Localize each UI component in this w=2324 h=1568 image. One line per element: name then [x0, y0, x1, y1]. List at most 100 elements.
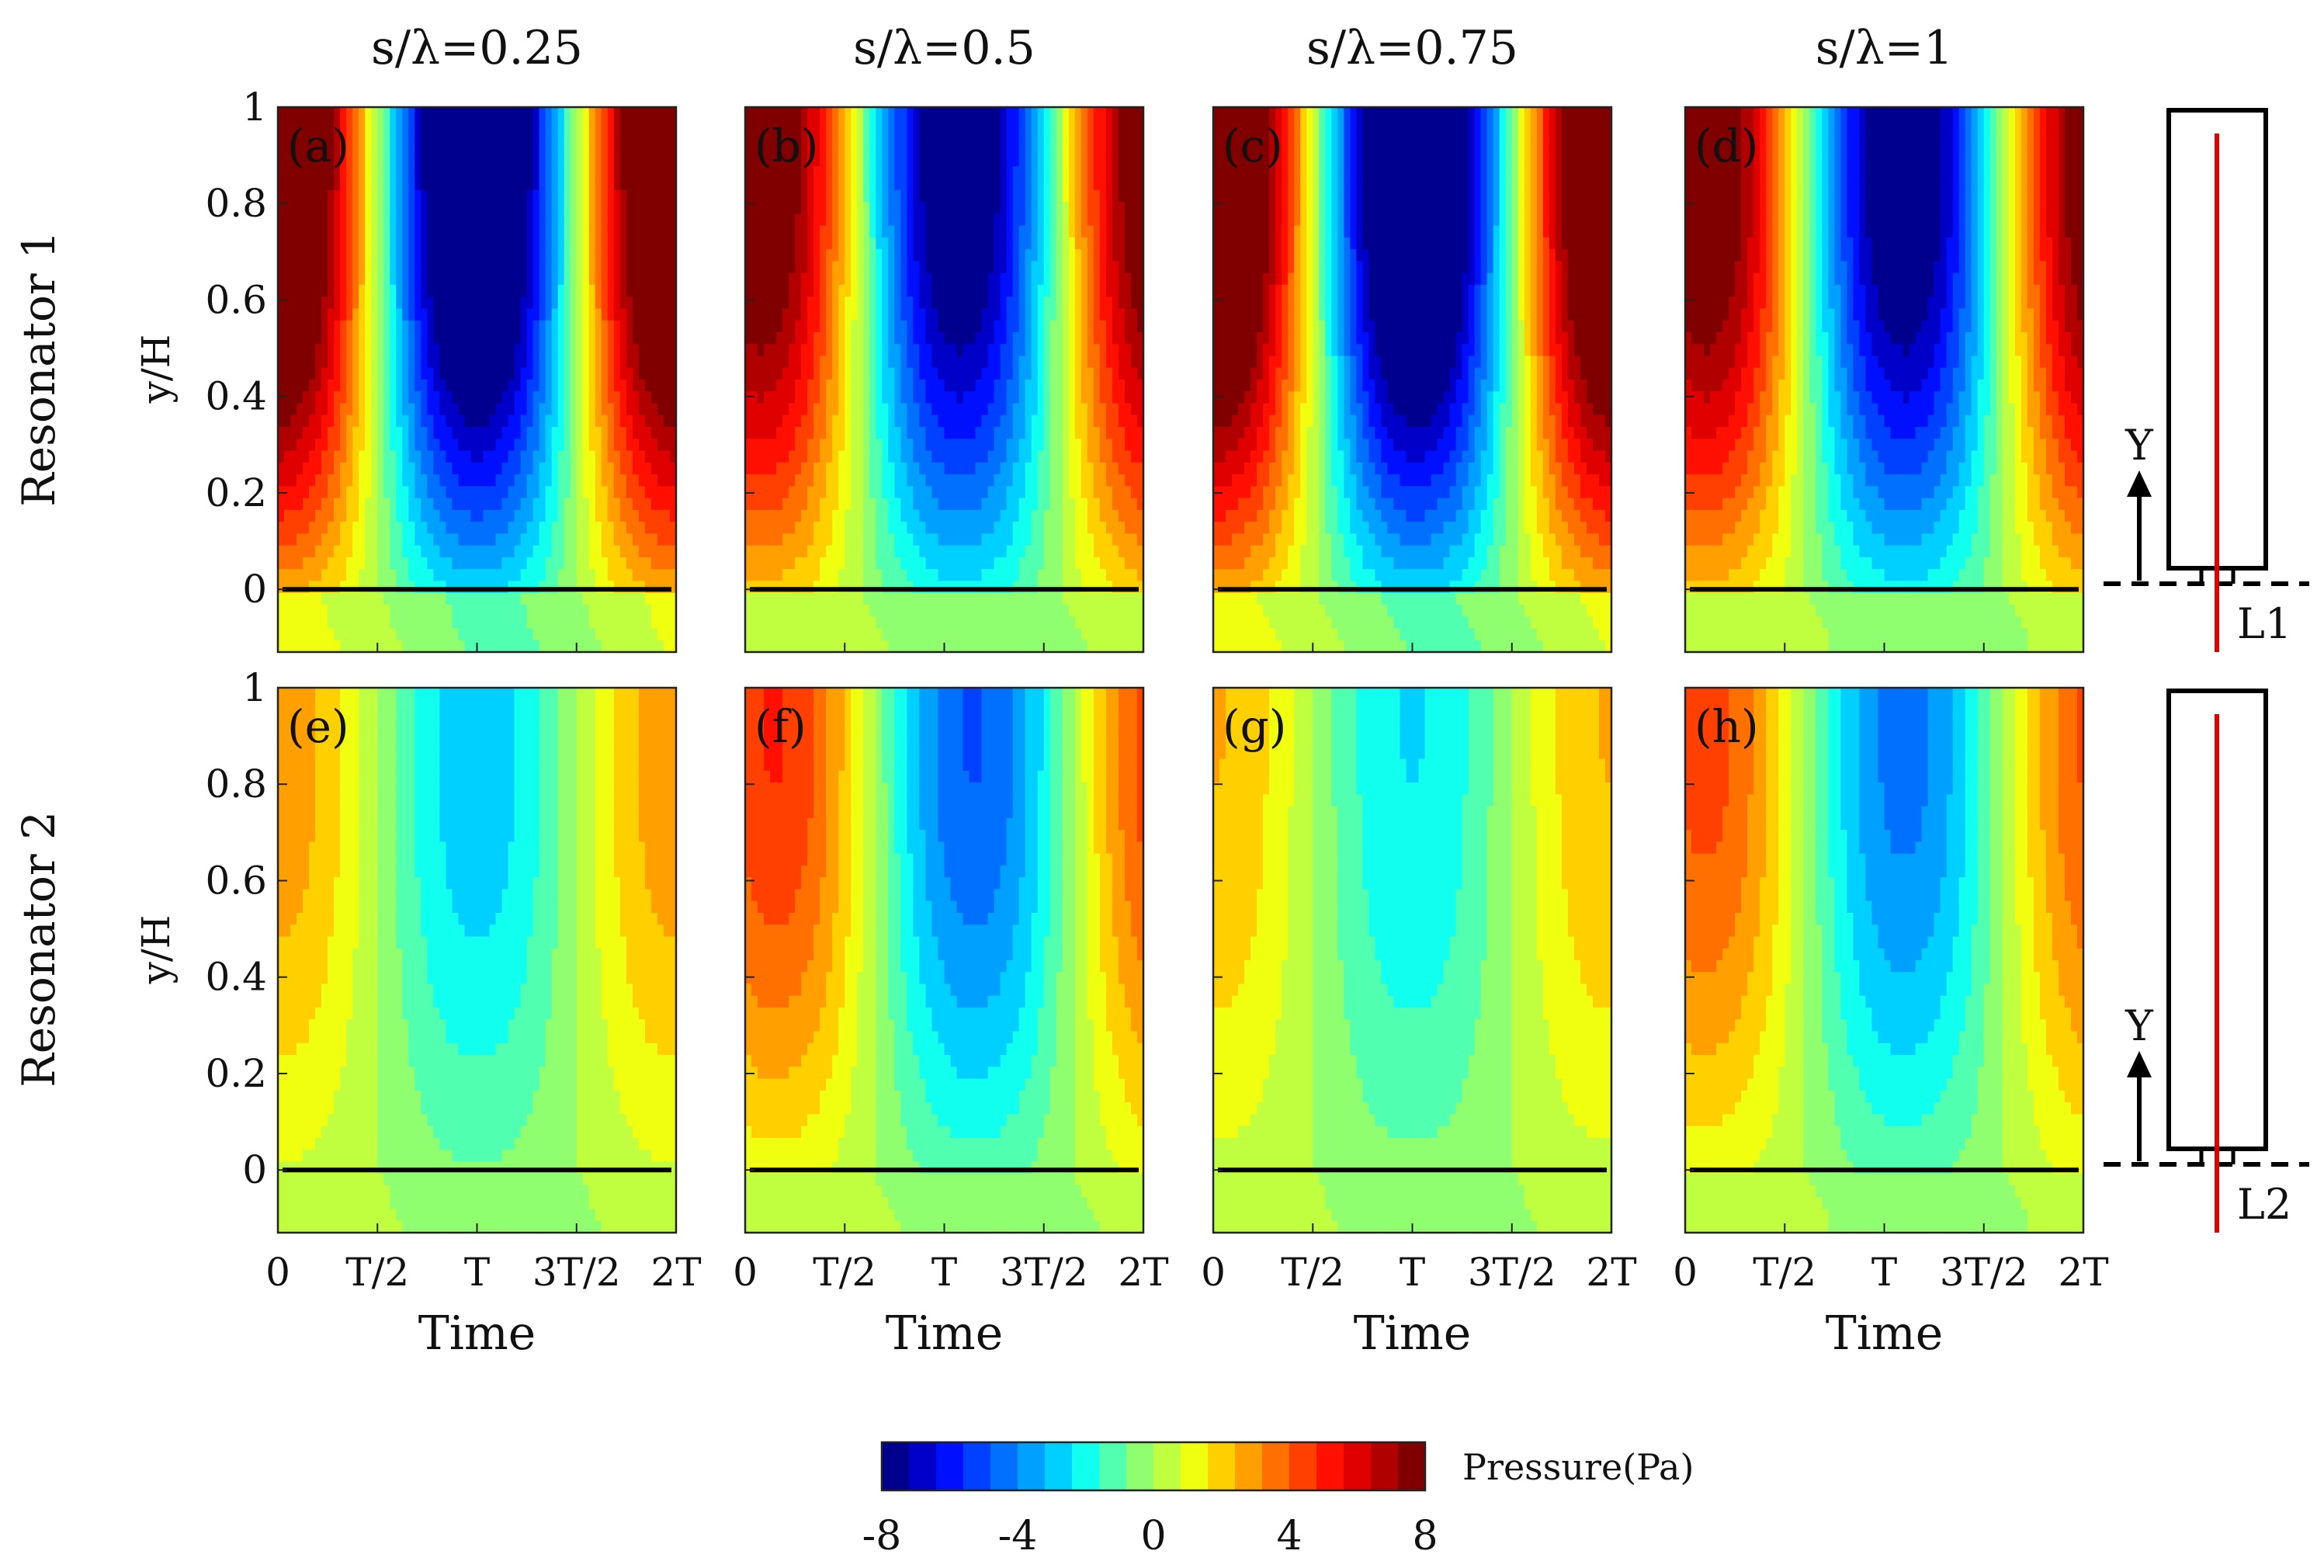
contour-cell — [359, 486, 366, 499]
contour-cell — [944, 154, 952, 168]
contour-cell — [1006, 486, 1014, 499]
contour-cell — [483, 462, 491, 475]
contour-cell — [421, 225, 428, 238]
contour-cell — [975, 450, 983, 463]
contour-cell — [876, 509, 883, 522]
contour-cell — [303, 166, 310, 179]
contour-cell — [919, 403, 927, 416]
contour-cell — [1018, 331, 1026, 345]
contour-cell — [415, 261, 422, 274]
contour-cell — [495, 533, 503, 546]
contour-cell — [483, 380, 491, 393]
contour-cell — [669, 297, 676, 310]
contour-cell — [657, 320, 664, 333]
contour-cell — [888, 344, 896, 357]
contour-cell — [845, 166, 852, 179]
contour-cell — [950, 213, 958, 227]
contour-cell — [439, 202, 447, 215]
contour-cell — [483, 154, 491, 168]
contour-cell — [994, 533, 1001, 546]
contour-cell — [638, 119, 646, 132]
contour-cell — [1018, 415, 1026, 428]
contour-cell — [758, 308, 765, 321]
contour-cell — [669, 308, 676, 321]
contour-cell — [956, 331, 964, 345]
contour-cell — [607, 107, 615, 120]
contour-cell — [1006, 225, 1014, 238]
contour-cell — [334, 107, 341, 120]
contour-cell — [396, 380, 404, 393]
contour-cell — [650, 403, 658, 416]
contour-cell — [458, 367, 466, 380]
contour-cell — [526, 261, 534, 274]
contour-cell — [321, 344, 328, 357]
contour-cell — [807, 297, 814, 310]
contour-cell — [501, 427, 509, 440]
contour-cell — [613, 391, 621, 404]
contour-cell — [863, 509, 871, 522]
contour-cell — [869, 225, 877, 238]
contour-cell — [309, 344, 316, 357]
contour-cell — [396, 498, 404, 511]
contour-cell — [944, 616, 952, 630]
contour-cell — [315, 569, 322, 582]
contour-cell — [309, 498, 316, 511]
contour-cell — [838, 344, 846, 357]
contour-cell — [601, 237, 609, 250]
contour-cell — [408, 119, 416, 132]
contour-cell — [483, 272, 491, 286]
contour-cell — [876, 344, 883, 357]
contour-cell — [340, 604, 347, 618]
contour-cell — [588, 439, 596, 452]
contour-cell — [328, 474, 335, 487]
contour-cell — [758, 367, 765, 380]
contour-cell — [340, 391, 347, 404]
contour-cell — [396, 119, 404, 132]
contour-cell — [764, 130, 771, 144]
contour-cell — [813, 439, 820, 452]
contour-cell — [595, 604, 602, 618]
contour-cell — [931, 533, 939, 546]
contour-cell — [669, 178, 676, 191]
contour-cell — [315, 202, 322, 215]
contour-cell — [588, 592, 596, 605]
contour-cell — [495, 320, 503, 333]
contour-cell — [284, 545, 291, 558]
contour-cell — [346, 166, 353, 179]
contour-cell — [514, 297, 522, 310]
contour-cell — [745, 130, 752, 144]
contour-cell — [650, 130, 658, 144]
contour-cell — [613, 367, 621, 380]
contour-cell — [820, 249, 827, 262]
contour-cell — [987, 367, 995, 380]
contour-cell — [764, 427, 771, 440]
contour-cell — [439, 237, 447, 250]
contour-cell — [626, 225, 633, 238]
contour-cell — [421, 616, 428, 630]
contour-cell — [470, 189, 478, 203]
contour-cell — [446, 320, 453, 333]
contour-cell — [963, 509, 970, 522]
contour-cell — [508, 462, 515, 475]
contour-cell — [383, 297, 391, 310]
contour-cell — [495, 380, 503, 393]
contour-cell — [582, 391, 590, 404]
contour-cell — [328, 545, 335, 558]
contour-cell — [346, 450, 353, 463]
contour-cell — [607, 427, 615, 440]
contour-cell — [526, 498, 534, 511]
contour-cell — [514, 130, 522, 144]
contour-cell — [626, 616, 633, 630]
contour-cell — [907, 415, 914, 428]
contour-cell — [359, 154, 366, 168]
contour-cell — [346, 380, 353, 393]
contour-cell — [576, 261, 584, 274]
contour-cell — [315, 225, 322, 238]
contour-cell — [925, 225, 933, 238]
contour-cell — [963, 356, 970, 369]
contour-cell — [644, 640, 652, 652]
contour-cell — [297, 320, 304, 333]
contour-cell — [826, 439, 834, 452]
contour-cell — [913, 509, 921, 522]
contour-cell — [876, 498, 883, 511]
